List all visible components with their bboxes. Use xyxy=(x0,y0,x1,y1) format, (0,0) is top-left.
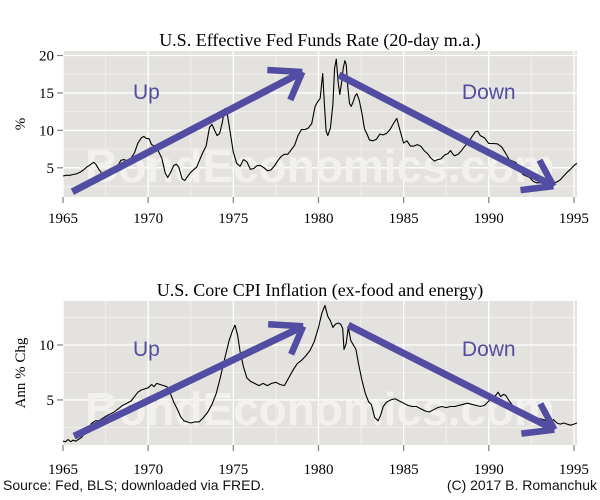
x-tick-label: 1970 xyxy=(133,462,163,478)
trend-label: Up xyxy=(133,81,160,104)
trend-label: Down xyxy=(462,81,516,104)
y-tick-label: 5 xyxy=(47,161,55,177)
trend-arrow-head xyxy=(267,321,304,330)
trend-label: Up xyxy=(133,338,160,361)
x-tick-label: 1995 xyxy=(559,462,589,478)
x-tick-label: 1965 xyxy=(48,211,78,227)
trend-arrow-head xyxy=(520,182,554,194)
chart-title-fed-funds: U.S. Effective Fed Funds Rate (20-day m.… xyxy=(159,30,481,51)
x-tick-label: 1970 xyxy=(133,211,163,227)
trend-arrow-head xyxy=(536,158,557,188)
x-tick-label: 1985 xyxy=(389,462,419,478)
y-tick-label: 20 xyxy=(39,48,54,64)
footer-source: Source: Fed, BLS; downloaded via FRED. xyxy=(3,477,265,493)
x-tick-label: 1965 xyxy=(48,462,78,478)
footer-copyright: (C) 2017 B. Romanchuk xyxy=(446,477,597,493)
trend-arrow-shaft xyxy=(70,68,304,195)
trend-arrow-head xyxy=(267,66,303,76)
trend-arrow-shaft xyxy=(72,323,305,440)
x-tick-label: 1975 xyxy=(218,211,248,227)
x-tick-label: 1980 xyxy=(303,211,333,227)
x-tick-label: 1980 xyxy=(303,462,333,478)
trend-arrow-head xyxy=(287,70,306,102)
trend-label: Down xyxy=(462,338,516,361)
trend-arrow-shaft xyxy=(346,322,556,433)
y-tick-label: 15 xyxy=(39,86,54,102)
y-tick-label: 5 xyxy=(47,393,55,409)
trend-arrow-shaft xyxy=(337,71,556,190)
x-tick-label: 1985 xyxy=(389,211,419,227)
chart-title-core-cpi: U.S. Core CPI Inflation (ex-food and ene… xyxy=(157,280,484,301)
y-axis-label-fed-funds: % xyxy=(13,118,29,131)
y-tick-label: 10 xyxy=(39,338,54,354)
series-line xyxy=(62,304,578,443)
trend-arrow-head xyxy=(537,402,558,432)
y-tick-label: 10 xyxy=(39,123,54,139)
x-tick-label: 1995 xyxy=(559,211,589,227)
x-tick-label: 1990 xyxy=(474,462,504,478)
trend-arrow-head xyxy=(288,325,307,356)
trend-arrow-head xyxy=(520,426,555,437)
x-tick-label: 1990 xyxy=(474,211,504,227)
y-axis-label-core-cpi: Ann % Chg xyxy=(13,337,29,408)
x-tick-label: 1975 xyxy=(218,462,248,478)
